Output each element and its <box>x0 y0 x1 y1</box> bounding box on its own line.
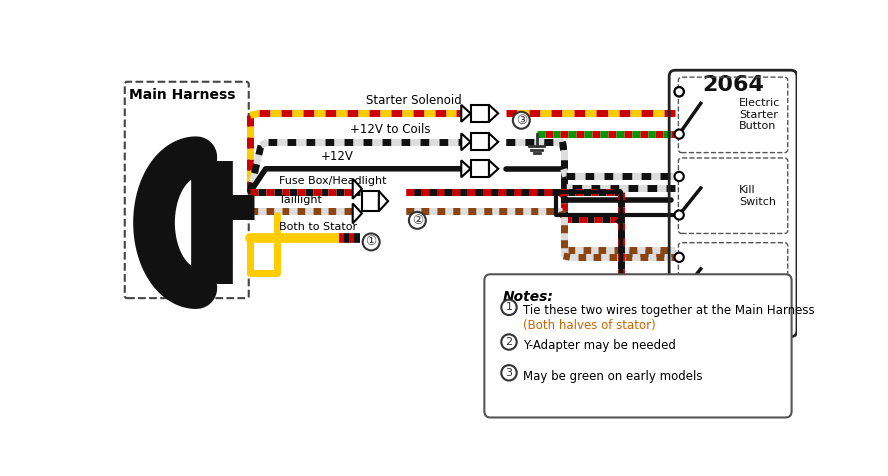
Polygon shape <box>489 133 498 150</box>
Text: 3: 3 <box>505 368 512 378</box>
Circle shape <box>502 300 517 315</box>
Text: 1: 1 <box>505 302 512 312</box>
Circle shape <box>675 87 684 97</box>
Bar <box>471 133 489 150</box>
Text: 2: 2 <box>505 337 512 347</box>
Bar <box>471 105 489 122</box>
Text: ③: ③ <box>516 114 527 127</box>
Polygon shape <box>461 133 471 150</box>
Text: ②: ② <box>412 214 423 227</box>
Text: Taillight: Taillight <box>279 195 321 205</box>
Text: Fuse Box/Headlight: Fuse Box/Headlight <box>279 176 386 186</box>
Polygon shape <box>489 160 498 177</box>
Text: Starter Solenoid: Starter Solenoid <box>366 94 462 107</box>
Text: ①: ① <box>366 236 377 248</box>
Text: Kill
Switch: Kill Switch <box>739 185 776 207</box>
Circle shape <box>675 291 684 300</box>
Text: Notes:: Notes: <box>503 290 554 304</box>
Circle shape <box>675 172 684 181</box>
Polygon shape <box>489 105 498 122</box>
Circle shape <box>513 112 530 129</box>
FancyBboxPatch shape <box>484 274 791 417</box>
Circle shape <box>675 129 684 139</box>
Polygon shape <box>461 105 471 122</box>
Bar <box>471 160 489 177</box>
Text: Main Harness: Main Harness <box>129 88 235 102</box>
Circle shape <box>408 212 426 229</box>
Circle shape <box>675 87 684 97</box>
Circle shape <box>362 233 380 250</box>
Text: May be green on early models: May be green on early models <box>523 370 702 383</box>
Circle shape <box>675 210 684 219</box>
Text: (Both halves of stator): (Both halves of stator) <box>523 319 655 332</box>
Text: +12V to Coils: +12V to Coils <box>350 123 431 136</box>
Text: Both to Stator: Both to Stator <box>279 222 357 232</box>
Circle shape <box>502 334 517 350</box>
Text: Y-Adapter may be needed: Y-Adapter may be needed <box>523 339 676 352</box>
Polygon shape <box>379 191 388 211</box>
Text: Headlight: Headlight <box>739 276 793 286</box>
Polygon shape <box>353 203 362 223</box>
Text: Electric
Starter
Button: Electric Starter Button <box>739 98 781 131</box>
Circle shape <box>502 365 517 380</box>
Circle shape <box>675 253 684 262</box>
Text: +12V: +12V <box>321 149 354 163</box>
Polygon shape <box>353 179 362 199</box>
Text: 2064: 2064 <box>702 75 764 95</box>
Bar <box>362 191 379 211</box>
Text: Tie these two wires together at the Main Harness: Tie these two wires together at the Main… <box>523 304 814 317</box>
Polygon shape <box>461 160 471 177</box>
